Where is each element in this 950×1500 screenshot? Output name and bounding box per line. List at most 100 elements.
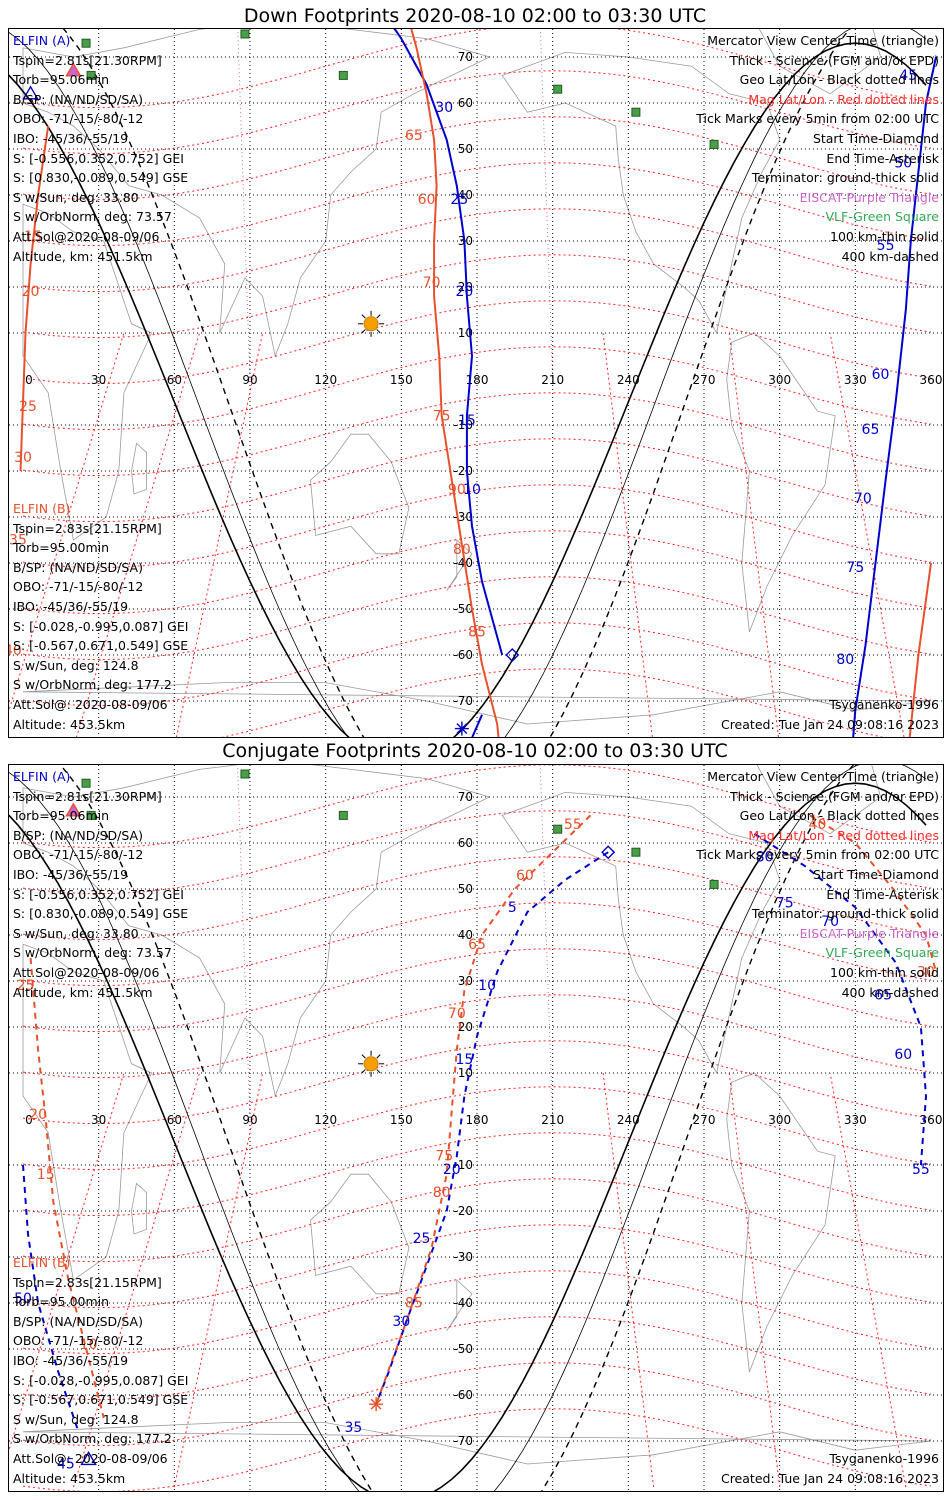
mag-latitude-line (22, 622, 932, 707)
center-time-triangle (80, 1451, 97, 1466)
elfin-b-time-label: 25 (19, 399, 37, 415)
elfin-b-time-label: 75 (433, 408, 451, 424)
elfin-b-footprint-track (908, 562, 932, 737)
lon-tick-label: 300 (768, 1113, 791, 1127)
info-line: Torb=95.06min (13, 72, 110, 88)
continent-outline (446, 539, 473, 591)
info-line: Altitude: 453.5km (13, 1470, 126, 1486)
model-name: Tsyganenko-1996 (829, 697, 939, 712)
legend-thick: Thick - Science (FGM and/or EPD) (730, 788, 939, 804)
info-line: B/SP: (NA/ND/SD/SA) (13, 1313, 143, 1329)
footprint-map: 0 30 60 90 120 150 180 210 240 270 300 330 360 70 60 50… (9, 29, 943, 737)
elfin-b-time-label: 25 (17, 978, 35, 994)
lat-tick-label: -60 (453, 648, 473, 662)
mag-latitude-line (22, 1040, 932, 1125)
created-date: Created: Tue Jan 24 09:08:16 2023 (720, 716, 939, 732)
legend-vlf: VLF-Green Square (825, 209, 939, 225)
legend: Mercator View Center Time (triangle) Thi… (696, 31, 939, 266)
vlf-station-square (240, 769, 250, 779)
eiscat-meridian (237, 29, 251, 380)
elfin-b-time-label: 30 (917, 964, 935, 980)
vlf-station-square (240, 29, 250, 39)
elfin-a-time-label: 45 (899, 68, 917, 84)
elfin-b-time-label: 60 (418, 192, 436, 208)
lat-tick-label: -40 (453, 556, 473, 570)
info-line: Att.Sol@: 2020-08-09/06 (13, 1450, 168, 1466)
continent-outline (726, 332, 836, 633)
legend-geo: Geo Lat/Lon - Black dotted lines (739, 72, 939, 88)
lon-tick-label: 120 (314, 1113, 337, 1127)
lon-tick-label: 240 (617, 373, 640, 387)
mag-longitude-line (728, 1072, 781, 1488)
continent-outline (22, 29, 491, 358)
lat-tick-label: 40 (458, 928, 473, 942)
lon-tick-label: 180 (466, 1113, 489, 1127)
lon-tick-label: 30 (91, 373, 106, 387)
info-line: Tspin=2.83s[21.15RPM] (13, 1274, 162, 1290)
elfin-a-time-label: 65 (862, 422, 880, 438)
elfin-a-footprint-track (393, 29, 504, 656)
lat-tick-label: -70 (453, 694, 473, 708)
sun-ray (376, 329, 381, 334)
info-line: Att.Sol@2020-08-09/06 (13, 228, 160, 244)
lat-tick-label: 60 (458, 836, 473, 850)
elfin-a-time-label: 10 (478, 978, 496, 994)
sun-ray (376, 1054, 381, 1059)
eiscat-meridian (237, 765, 251, 1120)
elfin-a-time-label: 80 (756, 849, 774, 865)
lon-tick-label: 90 (242, 373, 257, 387)
lat-tick-label: -20 (453, 464, 473, 478)
continent-outline (726, 1072, 836, 1373)
legend-end: End Time-Asterisk (826, 150, 939, 166)
vlf-station-square (553, 824, 563, 834)
elfin-b-time-label: 70 (448, 1006, 466, 1022)
mag-latitude-line (22, 29, 932, 109)
info-line: S: [-0.028,-0.995,0.087] GEI (13, 1372, 189, 1388)
elfin-b-label: ELFIN (B) (13, 501, 71, 516)
lon-tick-label: 330 (844, 373, 867, 387)
elfin-a-label: ELFIN (A) (13, 769, 71, 784)
mag-longitude-line (829, 1072, 907, 1488)
elfin-a-time-label: 30 (435, 100, 453, 116)
info-line: OBO: -71/-15/-80/-12 (13, 579, 144, 595)
vlf-station-square (81, 778, 91, 788)
mag-latitude-line (22, 484, 932, 569)
mag-longitude-line (9, 1072, 125, 1452)
elfin-b-info: ELFIN (B) Tspin=2.83s[21.15RPM] Torb=95.… (13, 499, 188, 734)
info-line: Tspin=2.83s[21.15RPM] (13, 520, 162, 536)
mag-longitude-line (9, 332, 125, 712)
end-time-asterisk (454, 721, 469, 736)
lat-tick-label: 40 (458, 188, 473, 202)
lon-tick-label: 0 (25, 373, 33, 387)
legend-ticks: Tick Marks every 5min from 02:00 UTC (696, 111, 939, 127)
elfin-a-time-label: 10 (463, 482, 481, 498)
lat-tick-label: -40 (453, 1296, 473, 1310)
info-line: OBO: -71/-15/-80/-12 (13, 111, 144, 127)
continent-outline (22, 765, 491, 1098)
start-time-diamond (505, 648, 520, 662)
lon-tick-label: 210 (541, 373, 564, 387)
elfin-b-time-label: 85 (405, 1296, 423, 1312)
info-line: Torb=95.06min (13, 808, 110, 824)
elfin-b-time-label: 55 (564, 817, 582, 833)
end-time-asterisk (369, 1397, 384, 1412)
mag-longitude-line (72, 1072, 201, 1488)
lon-tick-label: 60 (167, 373, 182, 387)
info-line: S: [-0.028,-0.995,0.087] GEI (13, 618, 189, 634)
info-line: S: [-0.567,0.671,0.549] GSE (13, 638, 189, 654)
elfin-b-time-label: 20 (29, 1107, 47, 1123)
legend-mercator: Mercator View Center Time (triangle) (707, 33, 939, 48)
mag-latitude-line (22, 948, 932, 1033)
continent-outline (446, 1279, 473, 1331)
elfin-a-time-label: 20 (443, 1162, 461, 1178)
info-line: Altitude, km: 451.5km (13, 984, 153, 1000)
legend-mercator: Mercator View Center Time (triangle) (707, 769, 939, 784)
vlf-station-square (338, 70, 348, 80)
elfin-b-footprint-track (375, 814, 592, 1405)
info-line: Tspin=2.81s[21.30RPM] (13, 52, 162, 68)
footprint-map: 0 30 60 90 120 150 180 210 240 270 300 330 360 70 60 50… (9, 765, 943, 1491)
legend-400km: 400 km-dashed (841, 984, 939, 1000)
elfin-b-time-label: 65 (405, 128, 423, 144)
vlf-station-square (631, 847, 641, 857)
lon-tick-label: 60 (167, 1113, 182, 1127)
